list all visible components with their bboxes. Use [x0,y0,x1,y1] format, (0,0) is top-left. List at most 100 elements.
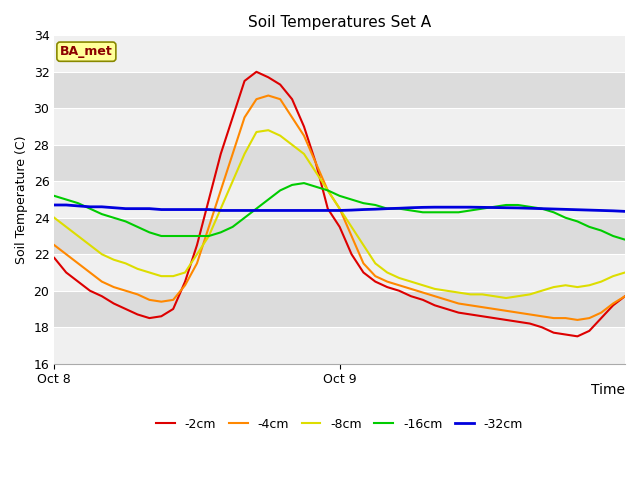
-32cm [181,207,189,213]
-16cm [443,209,451,215]
-32cm [454,204,462,210]
-32cm [193,207,201,213]
-2cm [62,270,70,276]
-2cm [538,324,546,330]
-8cm [74,233,82,239]
-4cm [264,93,272,98]
-4cm [419,289,427,295]
-8cm [98,252,106,257]
Y-axis label: Soil Temperature (C): Soil Temperature (C) [15,135,28,264]
-4cm [134,291,141,297]
-4cm [431,293,438,299]
-8cm [336,206,344,212]
-32cm [419,204,427,210]
-4cm [253,96,260,102]
-32cm [288,207,296,213]
-16cm [181,233,189,239]
-8cm [538,288,546,294]
-2cm [573,334,581,339]
-8cm [312,169,320,175]
-4cm [526,312,534,317]
-8cm [502,295,510,301]
-2cm [122,306,129,312]
-8cm [490,293,498,299]
Text: Time: Time [591,384,625,397]
-16cm [264,197,272,203]
-2cm [170,306,177,312]
-2cm [86,288,94,294]
-8cm [419,282,427,288]
-16cm [241,215,248,221]
-4cm [360,261,367,266]
-8cm [324,188,332,193]
-16cm [253,206,260,212]
-4cm [609,300,617,306]
-2cm [336,224,344,230]
-8cm [288,142,296,148]
-4cm [312,160,320,166]
-2cm [110,300,118,306]
-2cm [217,151,225,157]
-4cm [193,261,201,266]
-4cm [502,308,510,313]
-8cm [157,273,165,279]
-32cm [562,206,570,212]
-8cm [431,286,438,292]
Legend: -2cm, -4cm, -8cm, -16cm, -32cm: -2cm, -4cm, -8cm, -16cm, -32cm [151,413,528,436]
-2cm [514,319,522,324]
-8cm [276,133,284,139]
-2cm [228,115,236,120]
-8cm [300,151,308,157]
-2cm [312,160,320,166]
-2cm [134,312,141,317]
-32cm [157,207,165,213]
-8cm [122,261,129,266]
-32cm [134,206,141,212]
-4cm [228,151,236,157]
-16cm [490,204,498,210]
-16cm [526,204,534,210]
-8cm [86,242,94,248]
-4cm [324,188,332,193]
-8cm [396,275,403,281]
-32cm [348,207,355,213]
-16cm [538,206,546,212]
-32cm [443,204,451,210]
-16cm [157,233,165,239]
-16cm [86,206,94,212]
-4cm [562,315,570,321]
-16cm [407,207,415,213]
-4cm [490,306,498,312]
Bar [54,327,625,364]
-2cm [407,293,415,299]
-16cm [419,209,427,215]
-16cm [336,193,344,199]
-2cm [288,96,296,102]
-32cm [51,202,58,208]
-2cm [360,270,367,276]
-16cm [609,233,617,239]
-16cm [276,188,284,193]
-8cm [514,293,522,299]
-4cm [51,242,58,248]
-8cm [609,273,617,279]
-4cm [145,297,153,303]
-2cm [586,328,593,334]
-8cm [573,284,581,290]
-8cm [526,291,534,297]
-8cm [443,288,451,294]
-8cm [193,252,201,257]
-32cm [264,207,272,213]
-4cm [621,293,629,299]
-8cm [597,279,605,285]
-16cm [348,197,355,203]
-8cm [145,270,153,276]
-16cm [205,233,212,239]
-2cm [205,197,212,203]
-2cm [276,82,284,87]
-4cm [122,288,129,294]
-16cm [597,228,605,233]
-8cm [205,233,212,239]
-32cm [110,205,118,211]
-16cm [502,202,510,208]
